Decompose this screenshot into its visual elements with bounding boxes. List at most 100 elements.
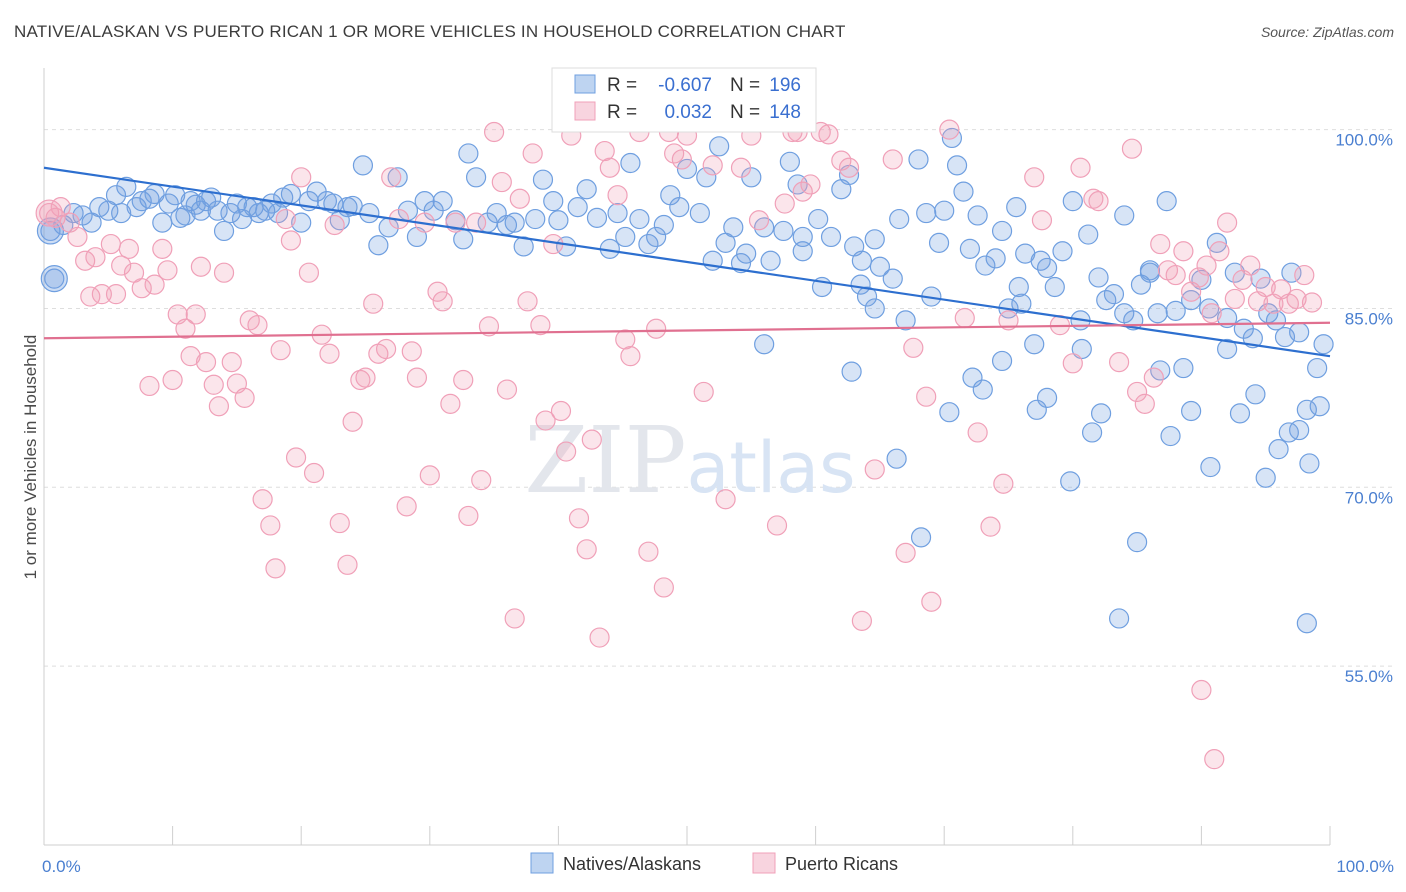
data-point — [1108, 352, 1130, 373]
data-point — [773, 220, 794, 242]
bottom-legend: Natives/Alaskans Puerto Ricans — [530, 852, 898, 874]
legend-r-value: -0.607 — [658, 75, 712, 96]
data-point — [458, 143, 479, 164]
data-point — [207, 200, 228, 221]
legend-n-value: 148 — [769, 102, 801, 123]
data-point — [638, 541, 659, 562]
legend-n-label: N = — [730, 102, 760, 123]
data-point — [856, 286, 878, 307]
data-point — [676, 158, 698, 180]
data-point — [1103, 284, 1125, 305]
data-point — [730, 253, 752, 274]
data-point — [1242, 328, 1263, 349]
data-point — [1181, 400, 1202, 422]
data-point — [1090, 403, 1112, 424]
data-point — [432, 291, 453, 312]
y-axis-label: 1 or more Vehicles in Household — [21, 335, 40, 580]
data-point — [736, 243, 757, 264]
data-point — [831, 150, 852, 171]
data-point — [1255, 276, 1276, 298]
data-point — [991, 350, 1013, 372]
data-point — [157, 260, 178, 281]
data-point — [291, 167, 312, 188]
data-point — [646, 226, 667, 248]
data-point — [144, 274, 165, 295]
data-point — [1011, 293, 1032, 314]
data-point — [629, 208, 650, 230]
data-point — [599, 157, 620, 178]
data-point — [375, 338, 397, 360]
data-point — [44, 268, 65, 289]
data-point — [337, 554, 358, 575]
chart-title: NATIVE/ALASKAN VS PUERTO RICAN 1 OR MORE… — [14, 22, 846, 41]
data-point — [453, 369, 474, 391]
data-point — [954, 307, 975, 329]
data-point — [576, 539, 597, 560]
data-point — [615, 329, 636, 350]
data-point — [471, 470, 492, 491]
data-point — [509, 188, 530, 209]
data-point — [158, 193, 179, 214]
trend-line-natives-alaskans — [43, 166, 1331, 358]
data-point — [568, 508, 590, 529]
data-point — [185, 304, 206, 325]
data-point — [792, 226, 813, 248]
y-tick-label: 70.0% — [1345, 488, 1393, 507]
data-point — [709, 136, 730, 157]
data-point — [774, 193, 795, 214]
data-point — [1224, 288, 1245, 310]
data-point — [808, 208, 829, 230]
data-point — [532, 169, 554, 190]
data-point — [1296, 613, 1317, 634]
data-point — [864, 459, 885, 480]
data-point — [105, 284, 127, 305]
data-point — [1299, 453, 1320, 474]
data-point — [247, 315, 268, 336]
data-point — [522, 143, 543, 164]
data-point — [556, 441, 577, 462]
data-point — [1191, 679, 1212, 701]
data-point — [1204, 749, 1225, 770]
data-point — [941, 127, 963, 149]
data-point — [1126, 381, 1148, 403]
data-point — [967, 205, 988, 226]
data-point — [363, 293, 384, 314]
data-point — [359, 202, 380, 224]
data-point — [1143, 367, 1164, 388]
data-point — [1156, 191, 1177, 212]
data-point — [576, 179, 597, 200]
data-point — [131, 191, 152, 212]
data-point — [368, 235, 389, 256]
data-point — [934, 200, 955, 221]
data-point — [1062, 353, 1083, 374]
data-point — [543, 191, 564, 212]
data-point — [118, 238, 139, 259]
data-point — [234, 387, 255, 408]
data-point — [1200, 456, 1221, 478]
data-point — [607, 185, 628, 206]
data-point — [1217, 307, 1238, 329]
data-point — [175, 318, 196, 339]
data-point — [265, 558, 286, 579]
y-tick-label: 100.0% — [1335, 131, 1393, 150]
data-point — [1201, 303, 1222, 324]
data-point — [465, 167, 487, 188]
legend-n-value: 196 — [769, 75, 801, 96]
data-point — [190, 256, 211, 277]
data-point-large — [35, 199, 63, 227]
data-point — [1217, 212, 1238, 233]
data-point — [213, 262, 235, 283]
y-tick-label: 85.0% — [1345, 309, 1393, 328]
data-point — [882, 268, 903, 289]
data-point — [100, 233, 121, 255]
data-point — [1181, 290, 1202, 311]
data-point — [1024, 334, 1045, 355]
data-point — [567, 197, 588, 218]
data-point — [908, 149, 929, 170]
data-point — [985, 248, 1006, 269]
data-point — [916, 386, 937, 407]
data-point — [1173, 241, 1194, 262]
data-point — [270, 340, 291, 361]
data-point — [303, 462, 325, 484]
data-point — [959, 238, 981, 259]
